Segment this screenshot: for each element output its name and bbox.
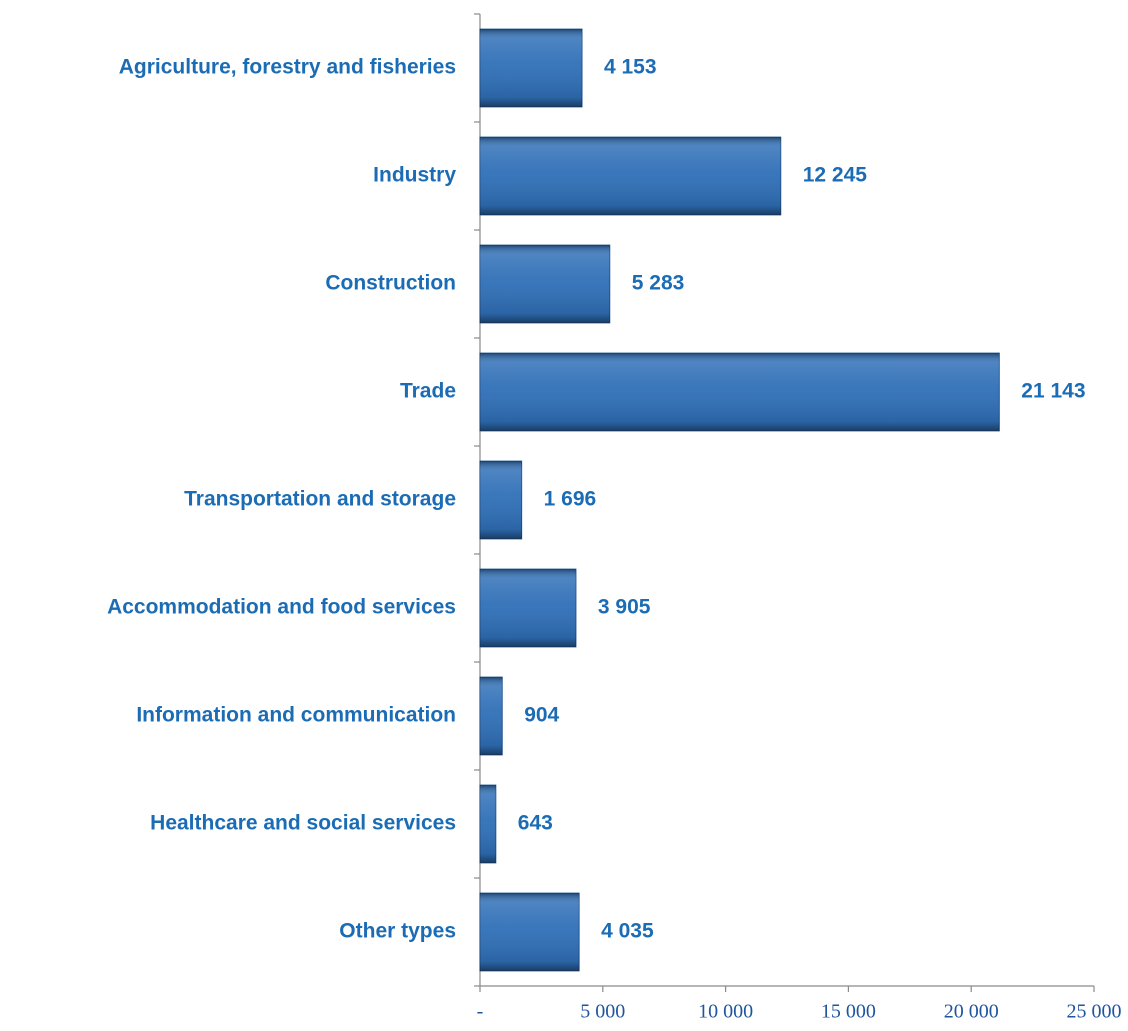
bar bbox=[479, 136, 782, 216]
x-tick-label: 15 000 bbox=[821, 1001, 876, 1023]
category-label: Construction bbox=[325, 272, 456, 295]
value-label: 21 143 bbox=[1021, 380, 1085, 403]
category-label: Information and communication bbox=[136, 704, 456, 727]
bar bbox=[479, 28, 583, 108]
category-label: Industry bbox=[373, 164, 456, 187]
value-label: 643 bbox=[518, 812, 553, 835]
category-label: Agriculture, forestry and fisheries bbox=[119, 56, 456, 79]
value-label: 4 153 bbox=[604, 56, 657, 79]
x-tick-label: 5 000 bbox=[580, 1001, 625, 1023]
bar bbox=[479, 460, 523, 540]
x-tick-label: - bbox=[477, 1001, 484, 1023]
bar bbox=[479, 568, 577, 648]
value-label: 904 bbox=[524, 704, 559, 727]
category-label: Healthcare and social services bbox=[150, 812, 456, 835]
value-label: 1 696 bbox=[544, 488, 597, 511]
bar bbox=[479, 244, 611, 324]
category-label: Accommodation and food services bbox=[107, 596, 456, 619]
bar bbox=[479, 676, 503, 756]
value-label: 4 035 bbox=[601, 920, 654, 943]
x-tick-label: 25 000 bbox=[1067, 1001, 1122, 1023]
category-label: Trade bbox=[400, 380, 456, 403]
category-label: Transportation and storage bbox=[184, 488, 456, 511]
bar bbox=[479, 352, 1000, 432]
value-label: 3 905 bbox=[598, 596, 651, 619]
bar bbox=[479, 784, 497, 864]
category-label: Other types bbox=[339, 920, 456, 943]
value-label: 12 245 bbox=[803, 164, 868, 187]
bar bbox=[479, 892, 580, 972]
x-tick-label: 20 000 bbox=[944, 1001, 999, 1023]
x-tick-label: 10 000 bbox=[698, 1001, 753, 1023]
value-label: 5 283 bbox=[632, 272, 685, 295]
